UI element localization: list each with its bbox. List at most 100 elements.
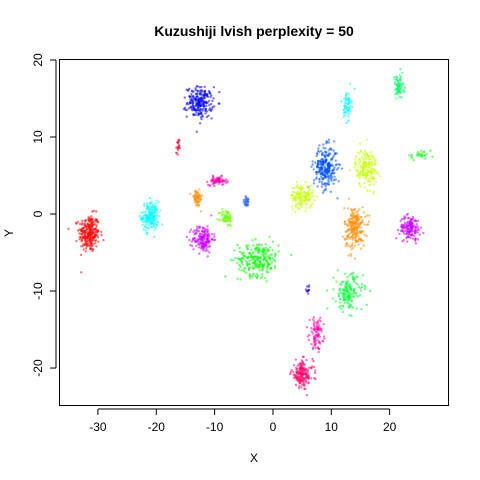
data-point <box>345 281 347 283</box>
data-point <box>348 93 350 95</box>
data-point <box>399 77 401 79</box>
data-point <box>210 96 212 98</box>
data-point <box>401 218 403 220</box>
data-point <box>218 103 220 105</box>
data-point <box>198 112 200 114</box>
data-point <box>290 369 292 371</box>
data-point <box>312 189 314 191</box>
data-point <box>188 107 190 109</box>
data-point <box>84 239 86 241</box>
data-point <box>241 257 243 259</box>
data-point <box>207 237 209 239</box>
data-point <box>151 226 153 228</box>
data-point <box>403 215 405 217</box>
data-point <box>219 212 221 214</box>
data-point <box>351 211 353 213</box>
data-point <box>291 194 293 196</box>
data-point <box>354 216 356 218</box>
data-point <box>403 239 405 241</box>
data-point <box>315 331 317 333</box>
data-point <box>299 196 301 198</box>
data-point <box>313 182 315 184</box>
data-point <box>207 250 209 252</box>
data-point <box>336 168 338 170</box>
data-point <box>157 201 159 203</box>
data-point <box>311 358 313 360</box>
data-point <box>331 180 333 182</box>
data-point <box>360 248 362 250</box>
data-point <box>149 197 151 199</box>
data-point <box>372 192 374 194</box>
data-point <box>97 221 99 223</box>
data-point <box>265 253 267 255</box>
data-point <box>300 375 302 377</box>
data-point <box>195 245 197 247</box>
data-point <box>322 158 324 160</box>
data-point <box>251 239 253 241</box>
data-point <box>313 199 315 201</box>
data-point <box>326 289 328 291</box>
data-point <box>239 251 241 253</box>
data-point <box>189 231 191 233</box>
data-point <box>407 236 409 238</box>
data-point <box>362 221 364 223</box>
data-point <box>366 139 368 141</box>
data-point <box>221 208 223 210</box>
data-point <box>325 185 327 187</box>
data-point <box>198 230 200 232</box>
data-point <box>268 257 270 259</box>
data-point <box>198 253 200 255</box>
data-point <box>373 178 375 180</box>
data-point <box>366 214 368 216</box>
data-point <box>317 160 319 162</box>
data-point <box>259 265 261 267</box>
data-point <box>206 93 208 95</box>
data-point <box>298 208 300 210</box>
data-point <box>343 296 345 298</box>
data-point <box>267 266 269 268</box>
data-point <box>271 261 273 263</box>
data-point <box>345 297 347 299</box>
data-point <box>91 210 93 212</box>
data-point <box>350 294 352 296</box>
data-point <box>361 206 363 208</box>
data-point <box>362 174 364 176</box>
data-point <box>201 102 203 104</box>
data-point <box>400 96 402 98</box>
data-point <box>300 185 302 187</box>
data-point <box>417 220 419 222</box>
data-point <box>317 351 319 353</box>
x-axis-label: X <box>250 451 258 465</box>
data-point <box>195 241 197 243</box>
data-point <box>189 193 191 195</box>
data-point <box>208 90 210 92</box>
data-point <box>245 272 247 274</box>
data-point <box>338 180 340 182</box>
data-point <box>347 305 349 307</box>
data-point <box>353 166 355 168</box>
data-point <box>414 219 416 221</box>
data-point <box>308 319 310 321</box>
data-point <box>177 149 179 151</box>
data-point <box>368 170 370 172</box>
data-point <box>144 225 146 227</box>
data-point <box>362 158 364 160</box>
data-point <box>349 83 351 85</box>
data-point <box>177 153 179 155</box>
data-point <box>260 277 262 279</box>
data-point <box>313 366 315 368</box>
data-point <box>315 178 317 180</box>
data-point <box>351 242 353 244</box>
data-point <box>295 205 297 207</box>
data-point <box>269 254 271 256</box>
data-point <box>329 173 331 175</box>
data-point <box>420 227 422 229</box>
data-point <box>290 254 292 256</box>
data-point <box>371 161 373 163</box>
data-point <box>153 236 155 238</box>
data-point <box>338 295 340 297</box>
y-tick-label: 20 <box>31 53 45 67</box>
data-point <box>87 233 89 235</box>
